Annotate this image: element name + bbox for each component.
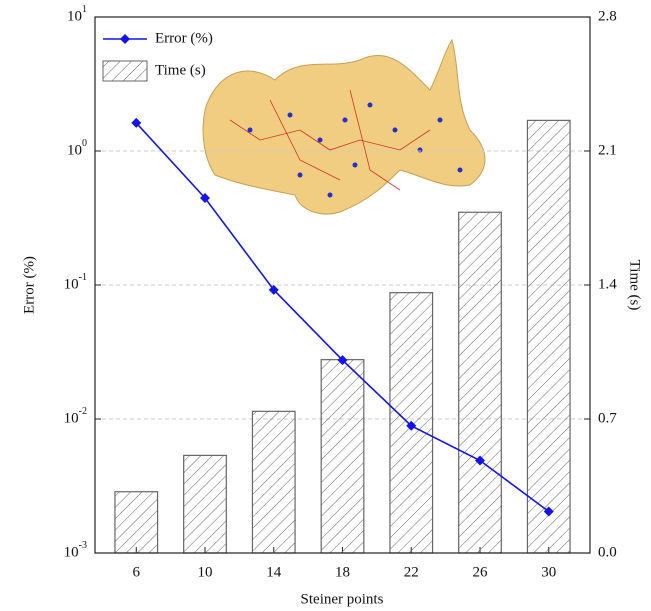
legend-swatch xyxy=(103,61,147,81)
y2-tick-label: 0.7 xyxy=(598,410,617,426)
y-tick-label: 101 xyxy=(67,4,87,24)
y2-tick-label: 2.1 xyxy=(598,142,617,158)
x-tick-label: 14 xyxy=(266,564,282,580)
x-tick-label: 22 xyxy=(404,564,419,580)
bar xyxy=(184,455,227,553)
y2-tick-label: 2.8 xyxy=(598,8,617,24)
legend-label: Error (%) xyxy=(155,30,213,46)
legend-label: Time (s) xyxy=(155,62,206,78)
bar xyxy=(252,411,295,553)
bar xyxy=(115,492,158,553)
x-tick-label: 6 xyxy=(133,564,141,580)
x-tick-label: 26 xyxy=(473,564,489,580)
y-tick-label: 10-1 xyxy=(64,272,87,292)
x-tick-label: 18 xyxy=(335,564,350,580)
bar xyxy=(321,360,364,553)
y2-axis-label: Time (s) xyxy=(627,260,643,311)
y-tick-label: 10-3 xyxy=(64,540,87,560)
y-tick-label: 100 xyxy=(67,138,87,158)
x-tick-label: 10 xyxy=(198,564,213,580)
y-tick-label: 10-2 xyxy=(64,406,87,426)
x-axis-label: Steiner points xyxy=(301,591,384,607)
bar xyxy=(527,120,570,553)
x-tick-label: 30 xyxy=(541,564,556,580)
model-illustration xyxy=(203,40,485,214)
y2-tick-label: 0.0 xyxy=(598,544,617,560)
chart: Error (%) Time (s) Steiner points 10-3 10… xyxy=(0,0,651,611)
legend-marker xyxy=(120,34,130,44)
y-axis-label: Error (%) xyxy=(21,256,37,314)
bar xyxy=(459,212,502,553)
y2-tick-label: 1.4 xyxy=(598,276,617,292)
